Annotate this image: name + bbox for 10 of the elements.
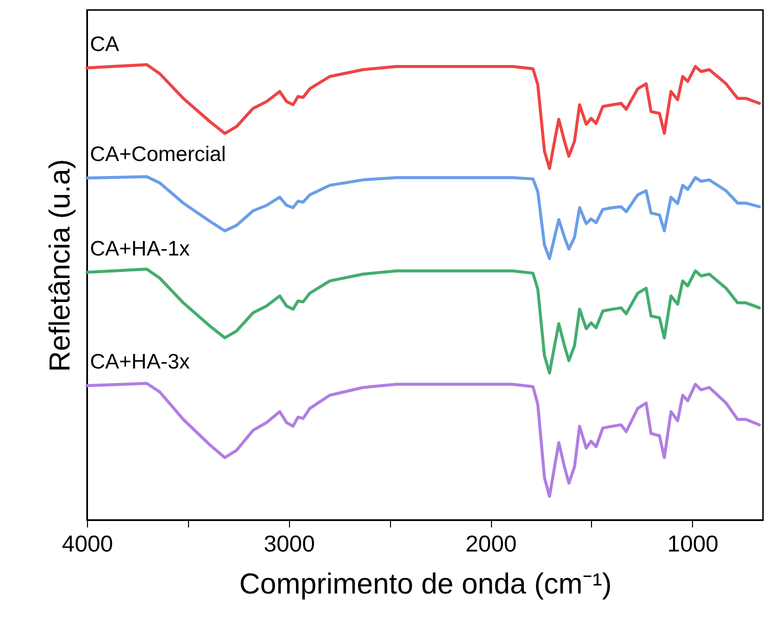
series-label: CA+Comercial: [90, 143, 226, 166]
x-tick-label: 3000: [264, 530, 315, 556]
series-label: CA+HA-3x: [90, 350, 190, 374]
x-tick-label: 1000: [667, 530, 718, 556]
x-tick-label: 2000: [465, 530, 517, 556]
series-label: CA: [90, 32, 120, 56]
series-label: CA+HA-1x: [90, 237, 190, 260]
x-axis-title: Comprimento de onda (cm⁻¹): [239, 568, 612, 600]
x-tick-label: 4000: [62, 530, 114, 556]
y-axis-title: Refletância (u.a): [44, 159, 76, 372]
